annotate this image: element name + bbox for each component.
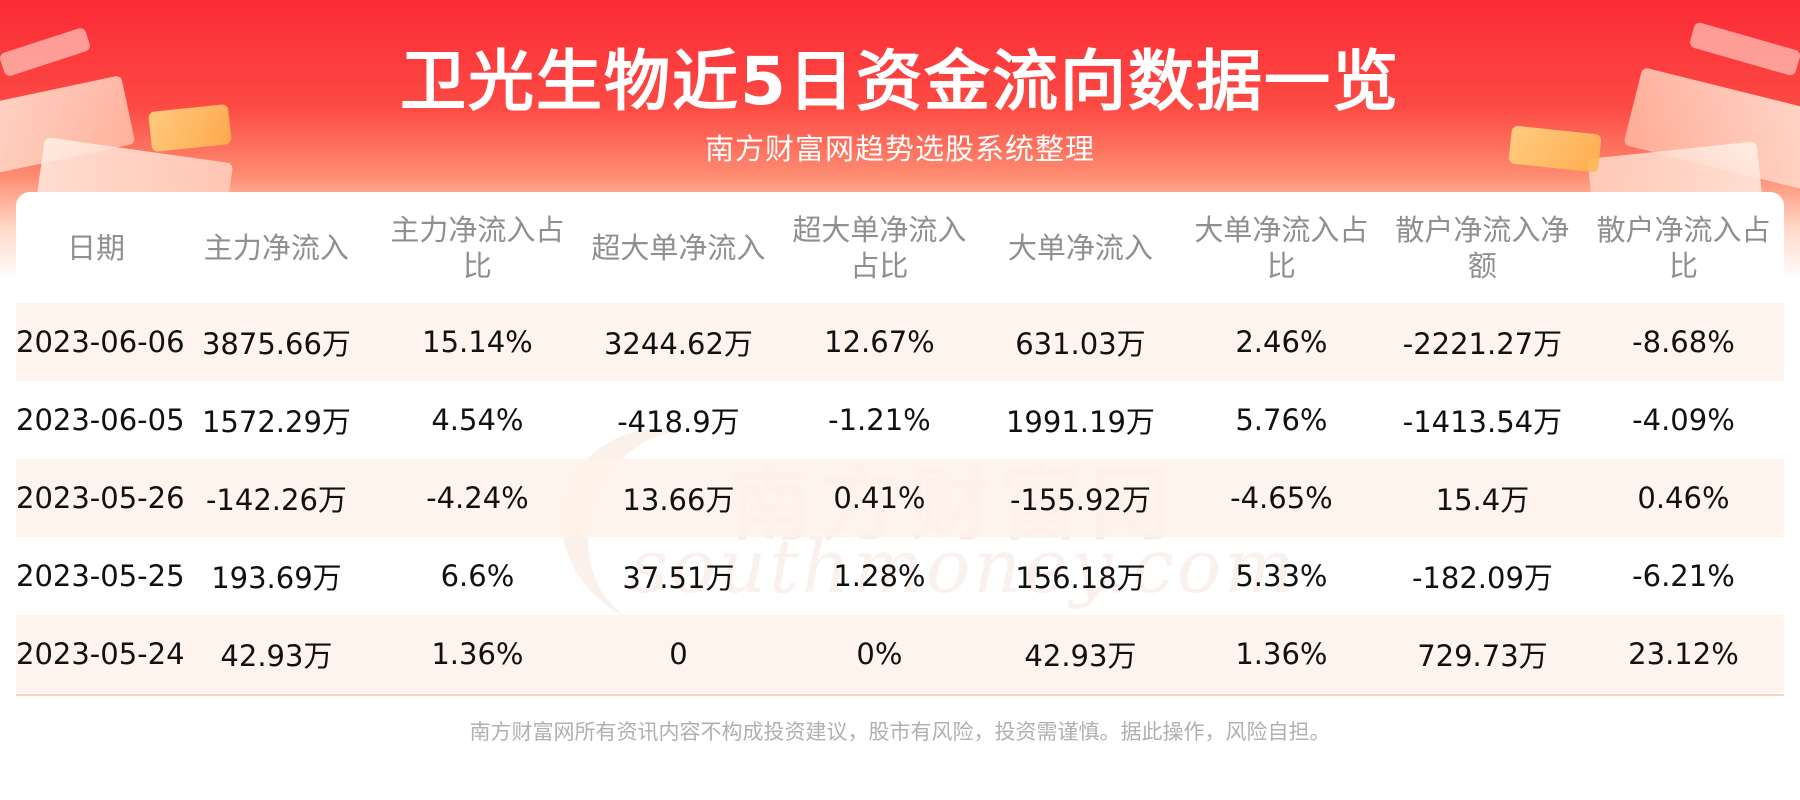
column-header-large-net-inflow-ratio: 大单净流入占比	[1194, 212, 1369, 283]
cell-value: 13.66万	[577, 459, 779, 537]
cell-value: 42.93万	[175, 615, 377, 693]
cell-value: -4.24%	[376, 459, 578, 537]
table-row: 2023-05-25 193.69万 6.6% 37.51万 1.28% 156…	[16, 537, 1784, 615]
cell-value: 193.69万	[175, 537, 377, 615]
column-header-main-net-inflow-ratio: 主力净流入占比	[390, 212, 565, 283]
cell-value: -4.65%	[1180, 459, 1382, 537]
cell-value: 0.46%	[1582, 459, 1784, 537]
footer-disclaimer: 南方财富网所有资讯内容不构成投资建议，股市有风险，投资需谨慎。据此操作，风险自担…	[469, 720, 1331, 744]
cell-value: -1.21%	[778, 381, 980, 459]
table-row: 2023-06-06 3875.66万 15.14% 3244.62万 12.6…	[16, 303, 1784, 381]
page-title: 卫光生物近5日资金流向数据一览	[400, 43, 1400, 120]
table-row: 2023-05-26 -142.26万 -4.24% 13.66万 0.41% …	[16, 459, 1784, 537]
cell-value: 1.36%	[1180, 615, 1382, 693]
cell-value: 42.93万	[979, 615, 1181, 693]
cell-value: -8.68%	[1582, 303, 1784, 381]
cell-value: -155.92万	[979, 459, 1181, 537]
column-header-retail-net-inflow-ratio: 散户净流入占比	[1596, 212, 1771, 283]
cell-value: 156.18万	[979, 537, 1181, 615]
cell-date: 2023-05-24	[16, 615, 185, 693]
cell-value: -2221.27万	[1381, 303, 1583, 381]
cell-value: 729.73万	[1381, 615, 1583, 693]
cell-date: 2023-06-05	[16, 381, 185, 459]
table-header-row: 日期 主力净流入 主力净流入占比 超大单净流入 超大单净流入占比 大单净流入 大…	[16, 192, 1784, 303]
cell-value: 0%	[778, 615, 980, 693]
cell-value: -182.09万	[1381, 537, 1583, 615]
table-row: 2023-06-05 1572.29万 4.54% -418.9万 -1.21%…	[16, 381, 1784, 459]
footer-divider	[16, 694, 1784, 696]
table-row: 2023-05-24 42.93万 1.36% 0 0% 42.93万 1.36…	[16, 615, 1784, 693]
cell-value: 23.12%	[1582, 615, 1784, 693]
cell-value: -6.21%	[1582, 537, 1784, 615]
cell-value: 2.46%	[1180, 303, 1382, 381]
column-header-super-large-net-inflow-ratio: 超大单净流入占比	[792, 212, 967, 283]
cell-value: -142.26万	[175, 459, 377, 537]
column-header-retail-net-inflow: 散户净流入净额	[1395, 212, 1570, 283]
column-header-super-large-net-inflow: 超大单净流入	[591, 230, 766, 265]
cell-value: 15.4万	[1381, 459, 1583, 537]
cell-value: -4.09%	[1582, 381, 1784, 459]
cell-value: 37.51万	[577, 537, 779, 615]
cell-value: 1572.29万	[175, 381, 377, 459]
cell-value: 12.67%	[778, 303, 980, 381]
cell-value: 0	[577, 615, 779, 693]
cell-value: 5.33%	[1180, 537, 1382, 615]
cell-value: 5.76%	[1180, 381, 1382, 459]
column-header-date: 日期	[66, 230, 125, 265]
cell-value: 3244.62万	[577, 303, 779, 381]
cell-value: 15.14%	[376, 303, 578, 381]
cell-value: 1.28%	[778, 537, 980, 615]
fund-flow-table: 日期 主力净流入 主力净流入占比 超大单净流入 超大单净流入占比 大单净流入 大…	[16, 192, 1784, 693]
column-header-main-net-inflow: 主力净流入	[203, 230, 349, 265]
cell-date: 2023-05-25	[16, 537, 185, 615]
cell-value: 6.6%	[376, 537, 578, 615]
cell-value: 1.36%	[376, 615, 578, 693]
page-subtitle: 南方财富网趋势选股系统整理	[704, 132, 1095, 166]
cell-date: 2023-05-26	[16, 459, 185, 537]
cell-value: 0.41%	[778, 459, 980, 537]
cell-date: 2023-06-06	[16, 303, 185, 381]
column-header-large-net-inflow: 大单净流入	[1007, 230, 1153, 265]
cell-value: 3875.66万	[175, 303, 377, 381]
cell-value: 1991.19万	[979, 381, 1181, 459]
cell-value: -418.9万	[577, 381, 779, 459]
cell-value: 4.54%	[376, 381, 578, 459]
cell-value: -1413.54万	[1381, 381, 1583, 459]
cell-value: 631.03万	[979, 303, 1181, 381]
